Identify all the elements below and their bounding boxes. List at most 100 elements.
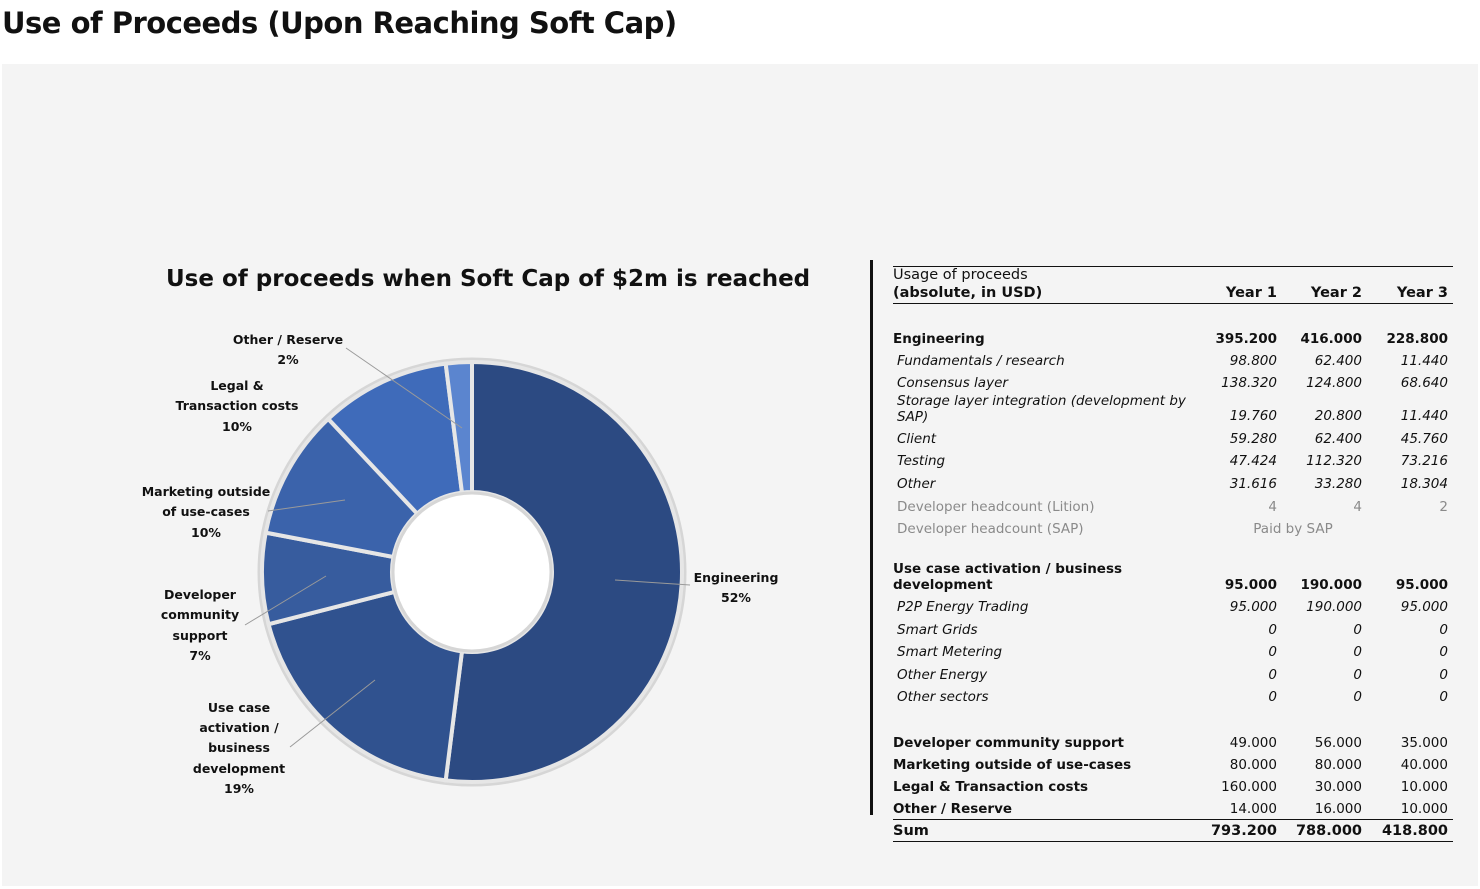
chart-title: Use of proceeds when Soft Cap of $2m is … [166, 266, 811, 292]
row-value-year-3: 0 [1439, 622, 1448, 638]
row-value-year-3: 11.440 [1400, 408, 1448, 424]
table-row-client: Client 59.280 62.400 45.760 [893, 431, 1453, 451]
row-value-year-1: 47.424 [1229, 453, 1277, 469]
row-value-year-2: 112.320 [1306, 453, 1362, 469]
table-header-rule [893, 303, 1453, 304]
slice-leader-line [289, 679, 376, 748]
slice-leader-line [267, 499, 346, 512]
row-value-year-3: 95.000 [1400, 599, 1448, 615]
row-value-year-2: 20.800 [1314, 408, 1362, 424]
slice-name-label: development [193, 761, 285, 776]
header-year-1: Year 1 [1225, 285, 1277, 301]
table-row-testing: Testing 47.424 112.320 73.216 [893, 453, 1453, 473]
slice-name-label: Developer [164, 587, 237, 602]
row-value-year-3: 35.000 [1400, 735, 1448, 751]
row-label: Developer headcount (SAP) [897, 521, 1084, 537]
table-bottom-rule [893, 841, 1453, 842]
content-panel [2, 64, 1478, 886]
table-row-headcount-sap: Developer headcount (SAP) Paid by SAP [893, 521, 1453, 541]
row-value-year-3: 2 [1439, 499, 1448, 515]
row-label: Use case activation / business developme… [893, 561, 1123, 593]
row-value-year-1: 0 [1268, 689, 1277, 705]
slice-percent-label: 19% [224, 781, 254, 796]
table-top-rule [893, 266, 1453, 267]
row-value-year-2: 56.000 [1314, 735, 1362, 751]
slice-name-label: Marketing outside [142, 484, 271, 499]
table-row-dev-community: Developer community support 49.000 56.00… [893, 735, 1453, 755]
row-value-merged: Paid by SAP [1253, 521, 1333, 537]
row-value-year-2: 0 [1353, 667, 1362, 683]
row-label: Other / Reserve [893, 801, 1013, 817]
row-value-year-2: 416.000 [1300, 331, 1363, 347]
table-sum-rule [893, 819, 1453, 820]
slice-percent-label: 2% [277, 352, 299, 367]
row-value-year-2: 190.000 [1300, 577, 1363, 593]
table-row-smart-metering: Smart Metering 0 0 0 [893, 644, 1453, 664]
donut-halo [257, 357, 687, 787]
row-value-year-1: 14.000 [1229, 801, 1277, 817]
row-value-year-3: 228.800 [1386, 331, 1449, 347]
row-value-year-1: 95.000 [1224, 577, 1277, 593]
row-value-year-1: 49.000 [1229, 735, 1277, 751]
row-value-year-3: 10.000 [1400, 801, 1448, 817]
row-label: Sum [893, 823, 929, 839]
row-value-year-3: 418.800 [1381, 823, 1448, 839]
row-label: Testing [897, 453, 946, 469]
row-value-year-3: 18.304 [1400, 476, 1448, 492]
slice-name-label: business [208, 740, 270, 755]
table-row-other: Other 31.616 33.280 18.304 [893, 476, 1453, 496]
row-label: Legal & Transaction costs [893, 779, 1089, 795]
row-value-year-2: 0 [1353, 644, 1362, 660]
row-value-year-1: 80.000 [1229, 757, 1277, 773]
row-label: Fundamentals / research [897, 353, 1065, 369]
row-value-year-2: 190.000 [1306, 599, 1362, 615]
row-value-year-2: 30.000 [1314, 779, 1362, 795]
row-value-year-3: 0 [1439, 689, 1448, 705]
row-value-year-2: 62.400 [1314, 431, 1362, 447]
row-value-year-2: 16.000 [1314, 801, 1362, 817]
table-divider [870, 260, 873, 815]
row-value-year-1: 4 [1268, 499, 1277, 515]
slice-name-label: community [161, 607, 239, 622]
row-value-year-3: 10.000 [1400, 779, 1448, 795]
row-value-year-3: 40.000 [1400, 757, 1448, 773]
table-row-consensus: Consensus layer 138.320 124.800 68.640 [893, 375, 1453, 395]
table-row-headcount-lition: Developer headcount (Lition) 4 4 2 [893, 499, 1453, 519]
row-label: Smart Metering [897, 644, 1003, 660]
slice-leader-line [345, 347, 463, 429]
row-value-year-1: 59.280 [1229, 431, 1277, 447]
row-value-year-2: 124.800 [1306, 375, 1362, 391]
slice-leader-line [614, 579, 691, 586]
row-label: Developer headcount (Lition) [897, 499, 1095, 515]
row-value-year-3: 73.216 [1400, 453, 1448, 469]
slice-name-label: Use case [208, 700, 270, 715]
slice-percent-label: 7% [189, 648, 211, 663]
table-row-engineering: Engineering 395.200 416.000 228.800 [893, 331, 1453, 351]
slice-name-label: activation / [199, 720, 279, 735]
row-label: Engineering [893, 331, 985, 347]
row-value-year-3: 68.640 [1400, 375, 1448, 391]
row-value-year-1: 0 [1268, 644, 1277, 660]
header-year-2: Year 2 [1310, 285, 1362, 301]
slice-name-label: support [173, 628, 228, 643]
row-label: Other Energy [897, 667, 988, 683]
table-row-p2p: P2P Energy Trading 95.000 190.000 95.000 [893, 599, 1453, 619]
table-row-other-sectors: Other sectors 0 0 0 [893, 689, 1453, 709]
row-value-year-1: 0 [1268, 667, 1277, 683]
row-value-year-3: 0 [1439, 667, 1448, 683]
row-value-year-2: 62.400 [1314, 353, 1362, 369]
row-value-year-1: 95.000 [1229, 599, 1277, 615]
row-value-year-1: 395.200 [1215, 331, 1278, 347]
row-value-year-2: 4 [1353, 499, 1362, 515]
header-year-3: Year 3 [1396, 285, 1448, 301]
row-value-year-2: 33.280 [1314, 476, 1362, 492]
row-value-year-2: 0 [1353, 689, 1362, 705]
row-label: Consensus layer [897, 375, 1008, 391]
proceeds-table: Usage of proceeds (absolute, in USD) Yea… [893, 0, 1453, 889]
row-label: Client [897, 431, 937, 447]
row-value-year-1: 98.800 [1229, 353, 1277, 369]
table-row-reserve: Other / Reserve 14.000 16.000 10.000 [893, 801, 1453, 821]
table-row-smart-grids: Smart Grids 0 0 0 [893, 622, 1453, 642]
row-value-year-1: 138.320 [1221, 375, 1277, 391]
